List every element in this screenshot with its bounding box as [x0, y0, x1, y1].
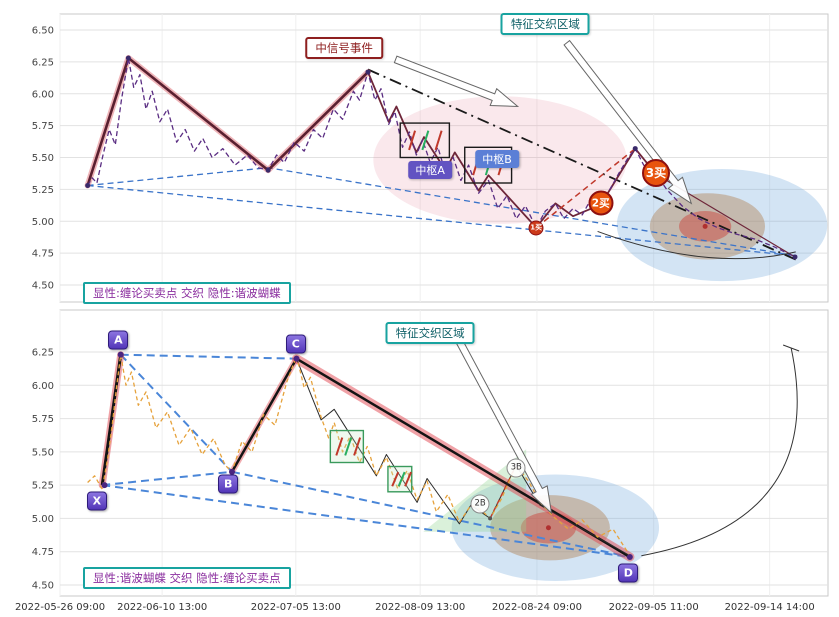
- legend-caption-bottom: 显性:谐波蝴蝶 交织 隐性:缠论买卖点: [83, 567, 291, 590]
- pivot-dot: [293, 355, 300, 362]
- pivot-dot: [626, 554, 633, 561]
- x-tick-label: 2022-07-05 13:00: [251, 602, 341, 613]
- wedge-upper-line: [87, 167, 796, 257]
- zhongshu-b-label: 中枢B: [475, 149, 519, 168]
- candle-stroke: [404, 471, 412, 487]
- y-tick-label: 4.50: [32, 580, 54, 591]
- feature-zone-label-top: 特征交织区域: [500, 12, 590, 35]
- candle-stroke: [353, 437, 362, 456]
- arc-end-tick: [782, 344, 800, 352]
- price-dashed-line: [87, 354, 631, 557]
- harmonic-2b-badge: 2B: [470, 494, 490, 514]
- pivot-dot: [632, 146, 638, 152]
- x-tick-label: 2022-08-09 13:00: [375, 602, 465, 613]
- buy-point-3-badge: 3买: [641, 158, 670, 187]
- x-tick-label: 2022-06-10 13:00: [117, 602, 207, 613]
- y-tick-label: 6.00: [32, 89, 54, 100]
- zhongshu-a-label: 中枢A: [408, 161, 452, 180]
- highlight-triangle: [423, 449, 527, 532]
- callout-arrow: [455, 339, 553, 515]
- pivot-dot: [792, 254, 798, 260]
- bd-dashed-line: [231, 470, 631, 558]
- zhongshu-box: [399, 122, 451, 159]
- annotation-arc: [597, 230, 796, 260]
- pivot-dot: [488, 516, 493, 521]
- y-tick-label: 4.75: [32, 547, 54, 558]
- marker-d: D: [618, 563, 639, 583]
- y-tick-label: 5.75: [32, 121, 54, 132]
- major-pen-line: [86, 56, 369, 186]
- y-tick-label: 4.50: [32, 281, 54, 292]
- candle-stroke: [391, 471, 400, 487]
- bottom-panel-box: [59, 309, 829, 597]
- y-tick-label: 4.75: [32, 249, 54, 260]
- candle-stroke: [397, 471, 406, 487]
- feature-zone-label-bottom: 特征交织区域: [385, 322, 475, 345]
- buy-point-2-badge: 2买: [588, 190, 614, 216]
- buy-point-1-badge: 1买: [528, 220, 544, 236]
- candle-stroke: [421, 130, 430, 151]
- pivot-dot: [125, 55, 131, 61]
- annotation-arc: [641, 347, 798, 557]
- y-tick-label: 6.00: [32, 381, 54, 392]
- segment-up-line: [535, 147, 657, 229]
- y-tick-label: 5.25: [32, 481, 54, 492]
- pivot-dot: [101, 482, 108, 489]
- y-tick-label: 6.25: [32, 57, 54, 68]
- x-tick-label: 2022-08-24 09:00: [492, 602, 582, 613]
- candle-stroke: [335, 437, 344, 456]
- marker-c: C: [285, 334, 306, 354]
- y-tick-label: 6.50: [32, 26, 54, 37]
- harmonic-3b-badge: 3B: [506, 458, 526, 478]
- x-tick-label: 2022-09-14 14:00: [725, 602, 815, 613]
- signal-event-label: 中信号事件: [305, 36, 383, 59]
- y-tick-label: 5.50: [32, 153, 54, 164]
- y-tick-label: 5.50: [32, 447, 54, 458]
- y-tick-label: 5.00: [32, 217, 54, 228]
- marker-b: B: [218, 474, 239, 494]
- x-tick-label: 2022-09-05 11:00: [609, 602, 699, 613]
- pivot-dot: [117, 351, 124, 358]
- candle-stroke: [408, 130, 417, 151]
- candle-stroke: [434, 130, 443, 151]
- marker-a: A: [108, 330, 129, 350]
- y-tick-label: 5.00: [32, 514, 54, 525]
- pivot-dot: [229, 468, 236, 475]
- pivot-dot: [85, 183, 91, 189]
- xd-dashed-line: [102, 484, 631, 558]
- legend-caption-top: 显性:缠论买卖点 交织 隐性:谐波蝴蝶: [83, 281, 291, 304]
- y-tick-label: 6.25: [32, 348, 54, 359]
- wedge-lower-line: [87, 184, 796, 257]
- price-dashed-line: [87, 57, 796, 258]
- ac-dashed-line: [120, 353, 297, 360]
- pivot-dot: [545, 525, 551, 531]
- buy-trend-dashed-line: [535, 148, 636, 229]
- candle-stroke: [344, 437, 353, 456]
- xb-dashed-line: [102, 470, 233, 487]
- zhongshu-box: [329, 429, 365, 464]
- xa-leg-line: [100, 354, 123, 486]
- pivot-dot: [702, 223, 708, 229]
- x-tick-label: 2022-05-26 09:00: [15, 602, 105, 613]
- marker-x: X: [86, 491, 107, 511]
- trend-dashdot-line: [367, 68, 797, 261]
- pivot-dot: [365, 69, 371, 75]
- y-tick-label: 5.75: [32, 414, 54, 425]
- ab-dashed-line: [119, 354, 233, 473]
- callout-arrow: [393, 55, 520, 108]
- pivot-dot: [265, 167, 271, 173]
- y-tick-label: 5.25: [32, 185, 54, 196]
